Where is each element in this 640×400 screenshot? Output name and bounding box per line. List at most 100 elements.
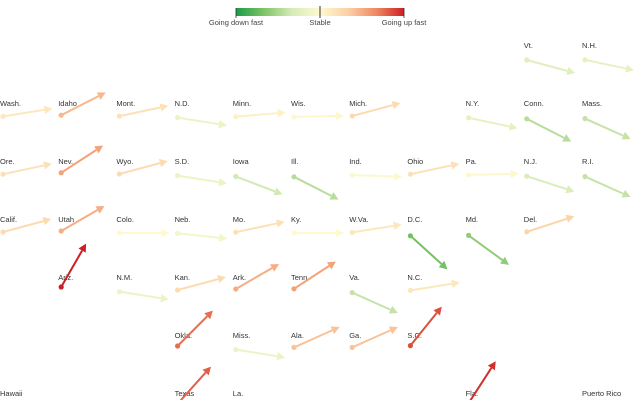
trend-arrow-line: [119, 162, 161, 175]
state-tile: Ohio: [407, 157, 460, 177]
trend-arrow-head: [204, 310, 213, 320]
state-label: S.D.: [175, 157, 190, 166]
state-tile: Colo.: [116, 215, 170, 238]
trend-arrow-line: [352, 224, 394, 234]
trend-start-dot: [291, 286, 297, 292]
trend-arrow-head: [508, 122, 518, 131]
trend-arrow-head: [565, 185, 575, 194]
trend-start-dot: [524, 173, 530, 179]
state-tile: Mo.: [233, 215, 285, 235]
state-label: D.C.: [407, 215, 422, 224]
state-label: Nev.: [58, 157, 73, 166]
trend-start-dot: [349, 344, 355, 350]
trend-arrow-line: [2, 164, 45, 176]
state-label: Kan.: [175, 273, 190, 282]
state-tile: Wyo.: [116, 157, 168, 177]
state-label: Md.: [466, 215, 479, 224]
state-label: Ga.: [349, 331, 361, 340]
state-tile: Del.: [524, 214, 575, 235]
trend-arrow-line: [177, 232, 220, 239]
trend-arrow-line: [468, 234, 504, 261]
trend-arrow-line: [119, 290, 162, 300]
trend-arrow-head: [42, 217, 52, 226]
trend-arrow-head: [500, 256, 510, 265]
trend-arrow-head: [330, 326, 340, 335]
trend-arrow-line: [584, 175, 624, 195]
trend-arrow-line: [526, 117, 565, 139]
trend-start-dot: [58, 170, 64, 176]
state-label: Conn.: [524, 99, 544, 108]
state-label: Ind.: [349, 157, 362, 166]
trend-arrow-line: [469, 367, 493, 400]
trend-start-dot: [582, 57, 588, 63]
trend-arrow-line: [351, 329, 391, 349]
trend-start-dot: [524, 229, 530, 235]
state-label: Pa.: [466, 157, 477, 166]
state-tile: Puerto Rico: [582, 389, 621, 398]
trend-arrow-line: [468, 173, 511, 176]
trend-arrow-line: [60, 250, 83, 288]
trend-arrow-head: [450, 161, 460, 170]
state-tile: Neb.: [175, 215, 228, 242]
state-label: Wash.: [0, 99, 21, 108]
trend-arrow-line: [351, 104, 394, 117]
trend-start-dot: [407, 343, 413, 349]
trend-start-dot: [116, 230, 122, 236]
state-label: Wis.: [291, 99, 306, 108]
state-tile: S.D.: [175, 157, 227, 187]
trend-arrow-head: [433, 306, 442, 316]
trend-arrow-head: [277, 108, 286, 118]
state-label: Mont.: [116, 99, 135, 108]
trend-start-dot: [0, 229, 6, 235]
trend-arrow-head: [158, 159, 168, 168]
trend-arrow-head: [388, 326, 398, 335]
trend-start-dot: [175, 230, 181, 236]
trend-arrow-line: [351, 291, 391, 311]
trend-start-dot: [407, 287, 413, 293]
state-tile: N.D.: [175, 99, 227, 129]
state-label: Tenn.: [291, 273, 309, 282]
trend-arrow-head: [326, 261, 336, 270]
trend-arrow-line: [179, 371, 207, 400]
state-label: R.I.: [582, 157, 594, 166]
trend-arrow-line: [235, 267, 273, 290]
trend-arrow-line: [409, 312, 438, 347]
trend-arrow-head: [270, 263, 280, 272]
trend-start-dot: [116, 171, 122, 177]
trend-arrow-head: [487, 361, 496, 371]
trend-arrow-line: [60, 209, 99, 232]
trend-start-dot: [0, 113, 6, 119]
trend-arrow-line: [60, 149, 97, 174]
trend-start-dot: [175, 287, 181, 293]
trend-start-dot: [349, 229, 355, 235]
state-tile: Tenn.: [291, 261, 336, 292]
state-tile: Hawaii: [0, 389, 23, 398]
state-tile: N.M.: [116, 273, 169, 303]
trend-start-dot: [582, 116, 588, 122]
state-label: Ky.: [291, 215, 301, 224]
trend-arrow-head: [329, 192, 339, 200]
trend-arrow-line: [410, 282, 453, 292]
trend-arrow-head: [78, 243, 87, 253]
state-label: N.C.: [407, 273, 422, 282]
state-tile: Wash.: [0, 99, 53, 119]
trend-arrow-head: [273, 187, 283, 196]
trend-arrow-line: [293, 329, 333, 349]
state-label: Utah: [58, 215, 74, 224]
state-tile: Pa.: [466, 157, 519, 179]
state-label: Mass.: [582, 99, 602, 108]
state-label: Hawaii: [0, 389, 23, 398]
trend-start-dot: [291, 174, 297, 180]
state-label: Vt.: [524, 41, 533, 50]
trend-start-dot: [58, 284, 64, 290]
trend-start-dot: [233, 347, 239, 353]
state-tile: N.C.: [407, 273, 460, 293]
trend-arrow-head: [621, 131, 631, 140]
trend-start-dot: [466, 115, 472, 121]
trend-arrow-head: [276, 219, 285, 228]
state-label: Del.: [524, 215, 537, 224]
state-label: Iowa: [233, 157, 250, 166]
trend-start-dot: [291, 344, 297, 350]
trend-arrow-head: [43, 161, 52, 170]
trend-arrow-line: [235, 348, 278, 358]
